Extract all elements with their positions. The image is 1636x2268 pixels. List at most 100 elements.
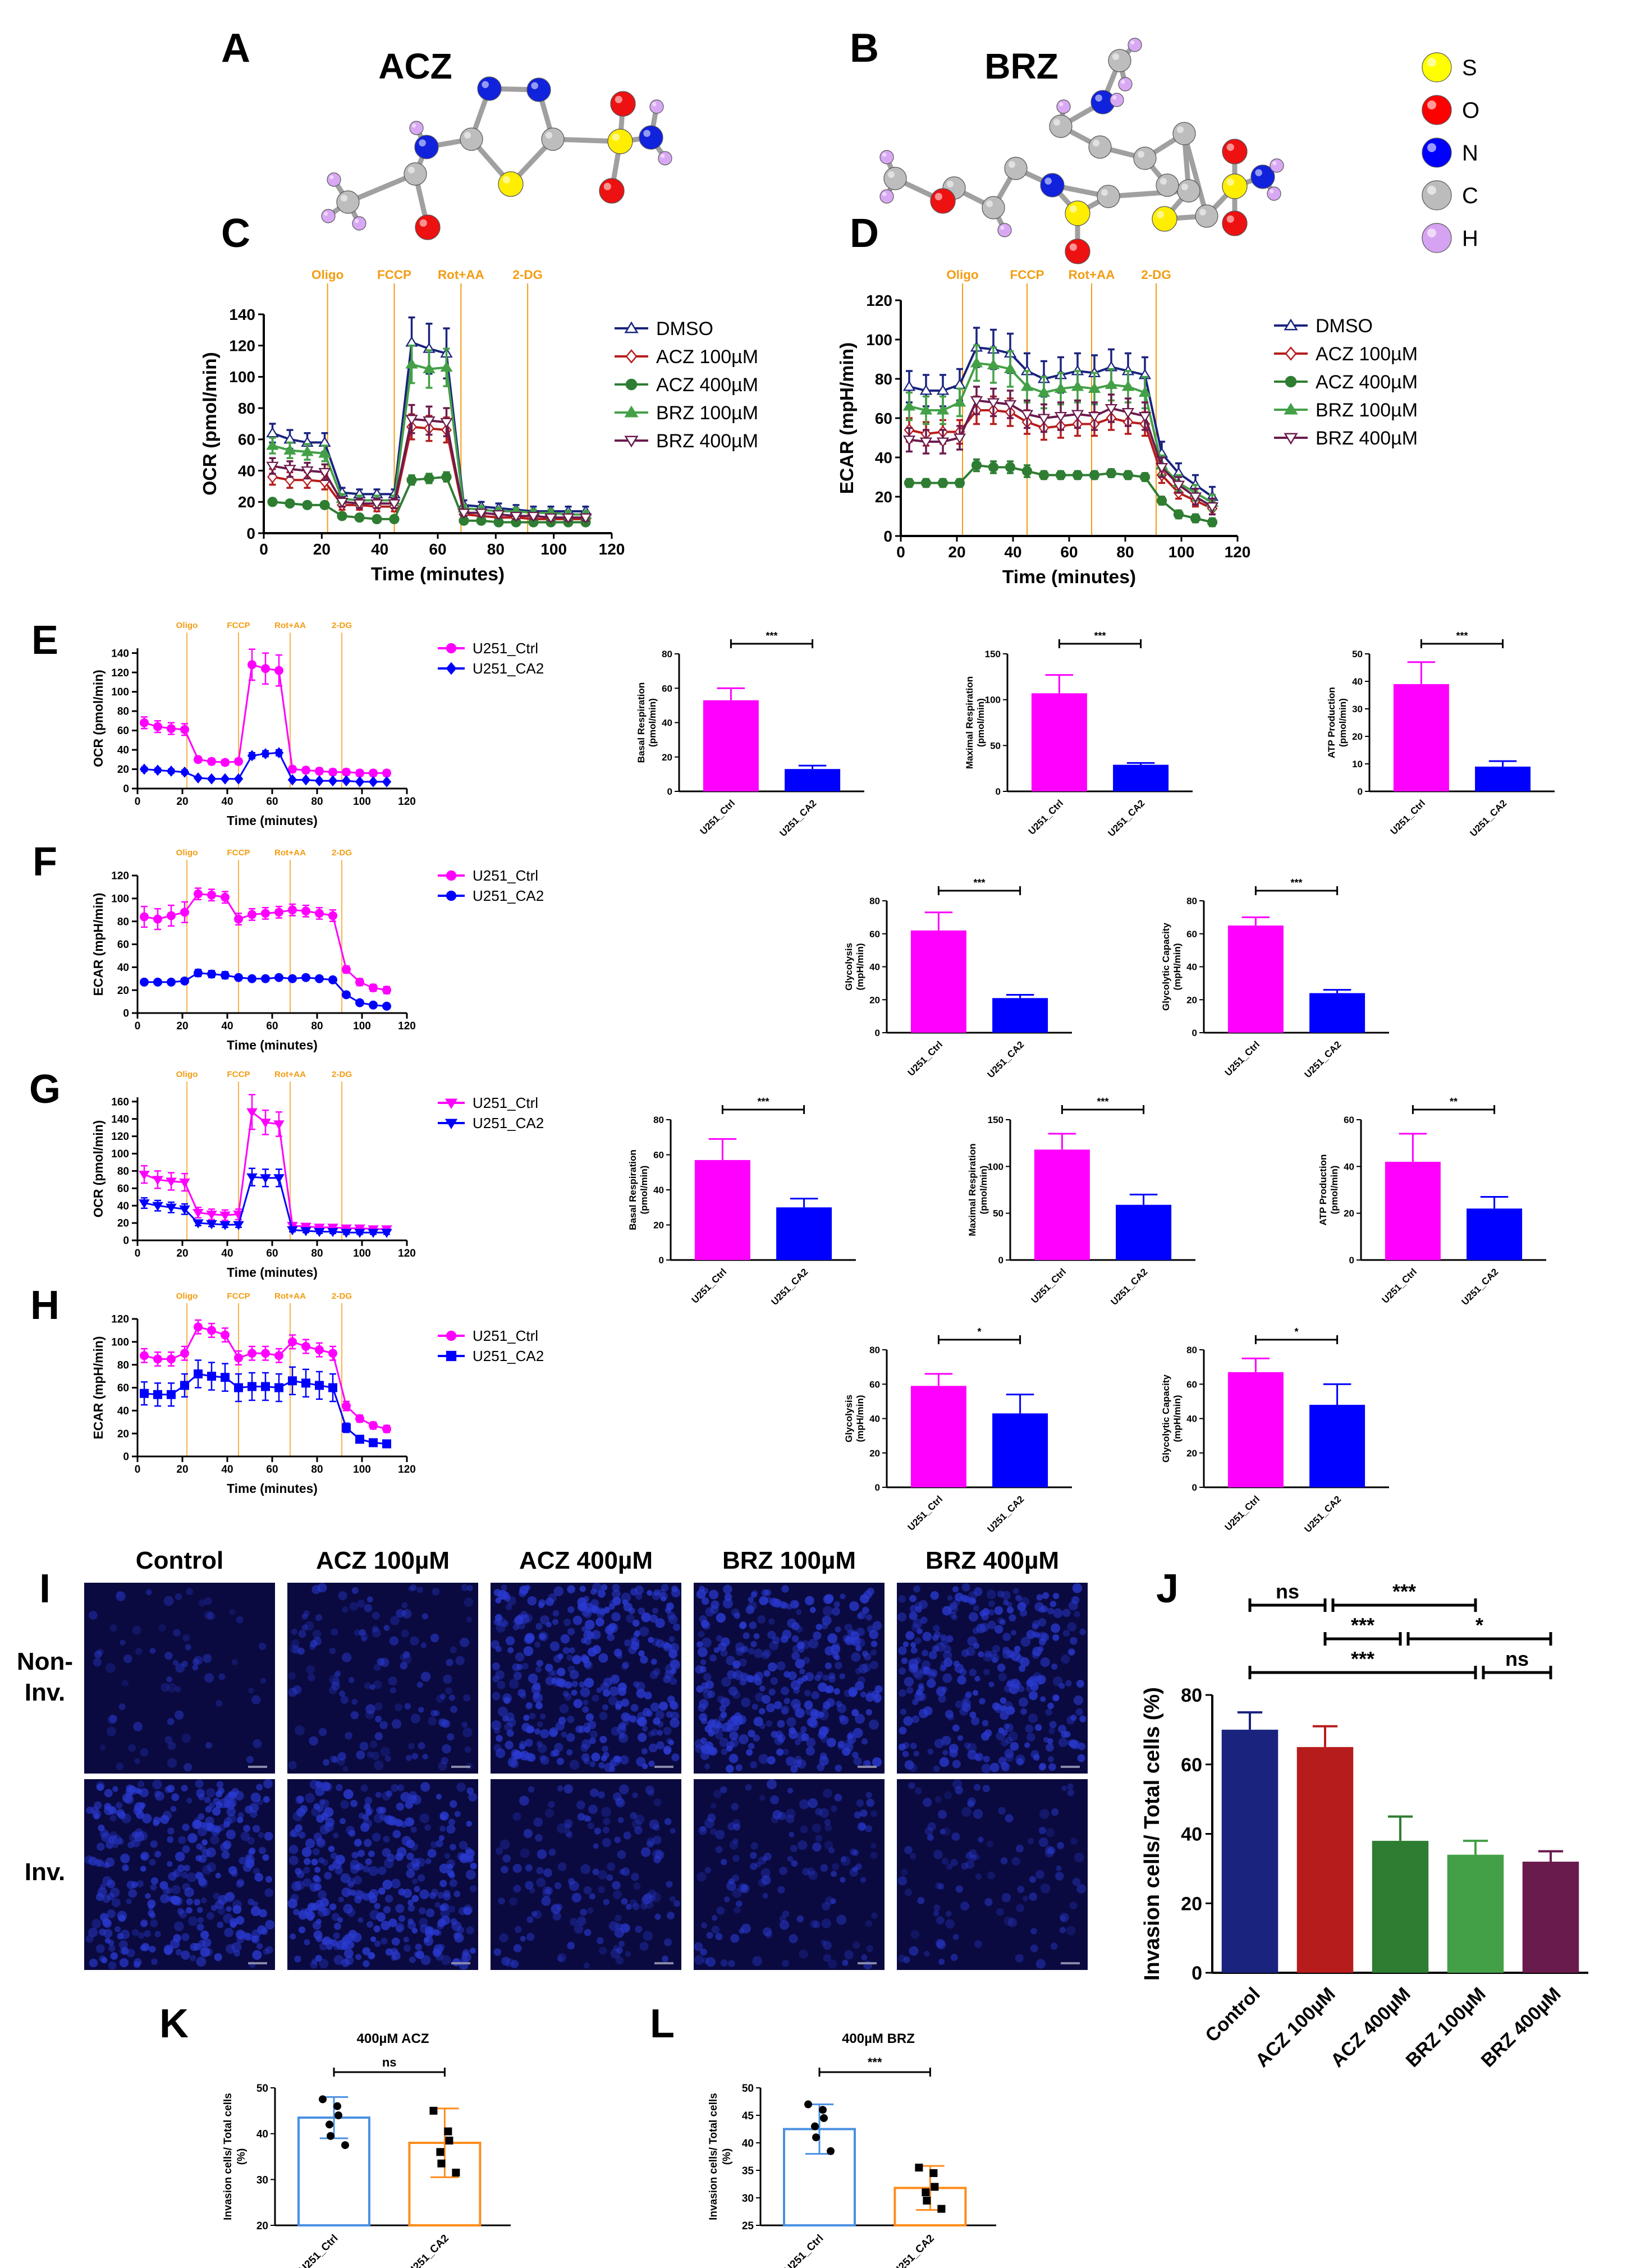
nucleus bbox=[789, 1831, 795, 1838]
nucleus bbox=[614, 1914, 622, 1922]
nucleus bbox=[910, 1642, 916, 1648]
y-tick-label: 60 bbox=[875, 410, 892, 427]
nucleus bbox=[815, 1808, 823, 1816]
x-tick-label: U251_CA2 bbox=[769, 1266, 810, 1307]
nucleus bbox=[206, 1823, 213, 1830]
data-point bbox=[314, 1224, 325, 1233]
y-tick-label: 40 bbox=[1344, 1161, 1354, 1172]
y-axis-label: Glycolysis bbox=[844, 1395, 854, 1442]
nucleus bbox=[799, 1949, 808, 1959]
nucleus bbox=[592, 1582, 602, 1593]
nucleus bbox=[865, 1709, 872, 1716]
nucleus bbox=[790, 1600, 799, 1609]
nucleus bbox=[552, 1912, 561, 1921]
nucleus bbox=[942, 1606, 952, 1616]
nucleus bbox=[557, 1862, 567, 1871]
nucleus bbox=[140, 1919, 148, 1927]
data-point bbox=[1121, 381, 1135, 391]
nucleus bbox=[456, 1783, 466, 1792]
atom-highlight bbox=[1121, 80, 1125, 84]
nucleus bbox=[403, 1944, 411, 1952]
y-tick-label: 20 bbox=[117, 764, 129, 776]
x-tick-label: 20 bbox=[948, 543, 965, 561]
panel-letter-b: B bbox=[850, 26, 879, 71]
nucleus bbox=[453, 1890, 461, 1898]
data-point bbox=[382, 1001, 391, 1011]
nucleus bbox=[245, 1859, 255, 1868]
atom-highlight bbox=[1044, 177, 1052, 185]
nucleus bbox=[789, 1934, 798, 1944]
data-point bbox=[288, 1376, 297, 1386]
nucleus bbox=[436, 1694, 444, 1703]
data-point bbox=[152, 1202, 163, 1211]
nucleus bbox=[318, 1857, 325, 1863]
nucleus bbox=[465, 1854, 474, 1863]
nucleus bbox=[587, 1907, 594, 1914]
nucleus bbox=[943, 1791, 952, 1800]
nucleus bbox=[732, 1660, 741, 1669]
nucleus bbox=[969, 1669, 977, 1676]
nucleus bbox=[553, 1586, 564, 1597]
nucleus bbox=[703, 1673, 712, 1681]
x-tick-label: 60 bbox=[266, 796, 278, 808]
nucleus bbox=[264, 1888, 273, 1898]
data-point bbox=[1155, 462, 1168, 474]
nucleus bbox=[1076, 1679, 1084, 1688]
legend-marker bbox=[625, 378, 638, 391]
y-tick-label: 20 bbox=[256, 2220, 268, 2232]
nucleus bbox=[101, 1957, 108, 1964]
nucleus bbox=[189, 1954, 196, 1962]
data-point bbox=[274, 747, 284, 759]
nucleus bbox=[961, 1807, 971, 1817]
y-tick-label: 40 bbox=[869, 962, 880, 973]
nucleus bbox=[520, 1936, 526, 1942]
nucleus bbox=[762, 1651, 770, 1660]
data-point bbox=[1020, 381, 1034, 391]
nucleus bbox=[920, 1616, 928, 1624]
nucleus bbox=[373, 1664, 381, 1671]
nucleus bbox=[865, 1919, 873, 1927]
nucleus bbox=[499, 1839, 510, 1850]
nucleus bbox=[759, 1596, 768, 1606]
data-point bbox=[246, 1108, 258, 1117]
atom-highlight bbox=[615, 95, 622, 103]
nucleus bbox=[385, 1948, 393, 1956]
panel-letter-i: I bbox=[39, 1566, 51, 1611]
nucleus bbox=[513, 1944, 522, 1953]
nucleus bbox=[305, 1793, 315, 1803]
nucleus bbox=[566, 1749, 573, 1756]
nucleus bbox=[99, 1955, 106, 1963]
nucleus bbox=[364, 1797, 373, 1805]
nucleus bbox=[401, 1610, 407, 1616]
bar-ca2 bbox=[1113, 764, 1169, 791]
nucleus bbox=[381, 1921, 391, 1931]
y-tick-label: 120 bbox=[866, 292, 892, 309]
nucleus bbox=[913, 1618, 923, 1629]
nucleus bbox=[824, 1646, 835, 1656]
nucleus bbox=[289, 1644, 299, 1654]
nucleus bbox=[420, 1955, 431, 1965]
nucleus bbox=[1029, 1893, 1038, 1901]
y-tick-label: 20 bbox=[1186, 1448, 1197, 1459]
nucleus bbox=[536, 1660, 543, 1667]
data-point bbox=[355, 1414, 364, 1423]
nucleus bbox=[612, 1881, 621, 1890]
nucleus bbox=[356, 1863, 364, 1871]
legend-marker bbox=[446, 1350, 457, 1362]
legend-atom-c bbox=[1422, 180, 1452, 210]
nucleus bbox=[860, 1877, 867, 1883]
y-axis-label: (mpH/min) bbox=[855, 1395, 865, 1442]
data-point bbox=[355, 977, 364, 987]
data-point bbox=[369, 1438, 378, 1447]
legend-marker bbox=[625, 349, 638, 364]
nucleus bbox=[844, 1950, 854, 1960]
nucleus bbox=[448, 1905, 456, 1913]
nucleus bbox=[363, 1839, 372, 1847]
atom-n bbox=[1040, 173, 1065, 198]
nucleus bbox=[319, 1799, 326, 1806]
data-point bbox=[405, 358, 418, 369]
nucleus bbox=[645, 1892, 652, 1900]
nucleus bbox=[347, 1877, 356, 1886]
nucleus bbox=[438, 1761, 447, 1771]
